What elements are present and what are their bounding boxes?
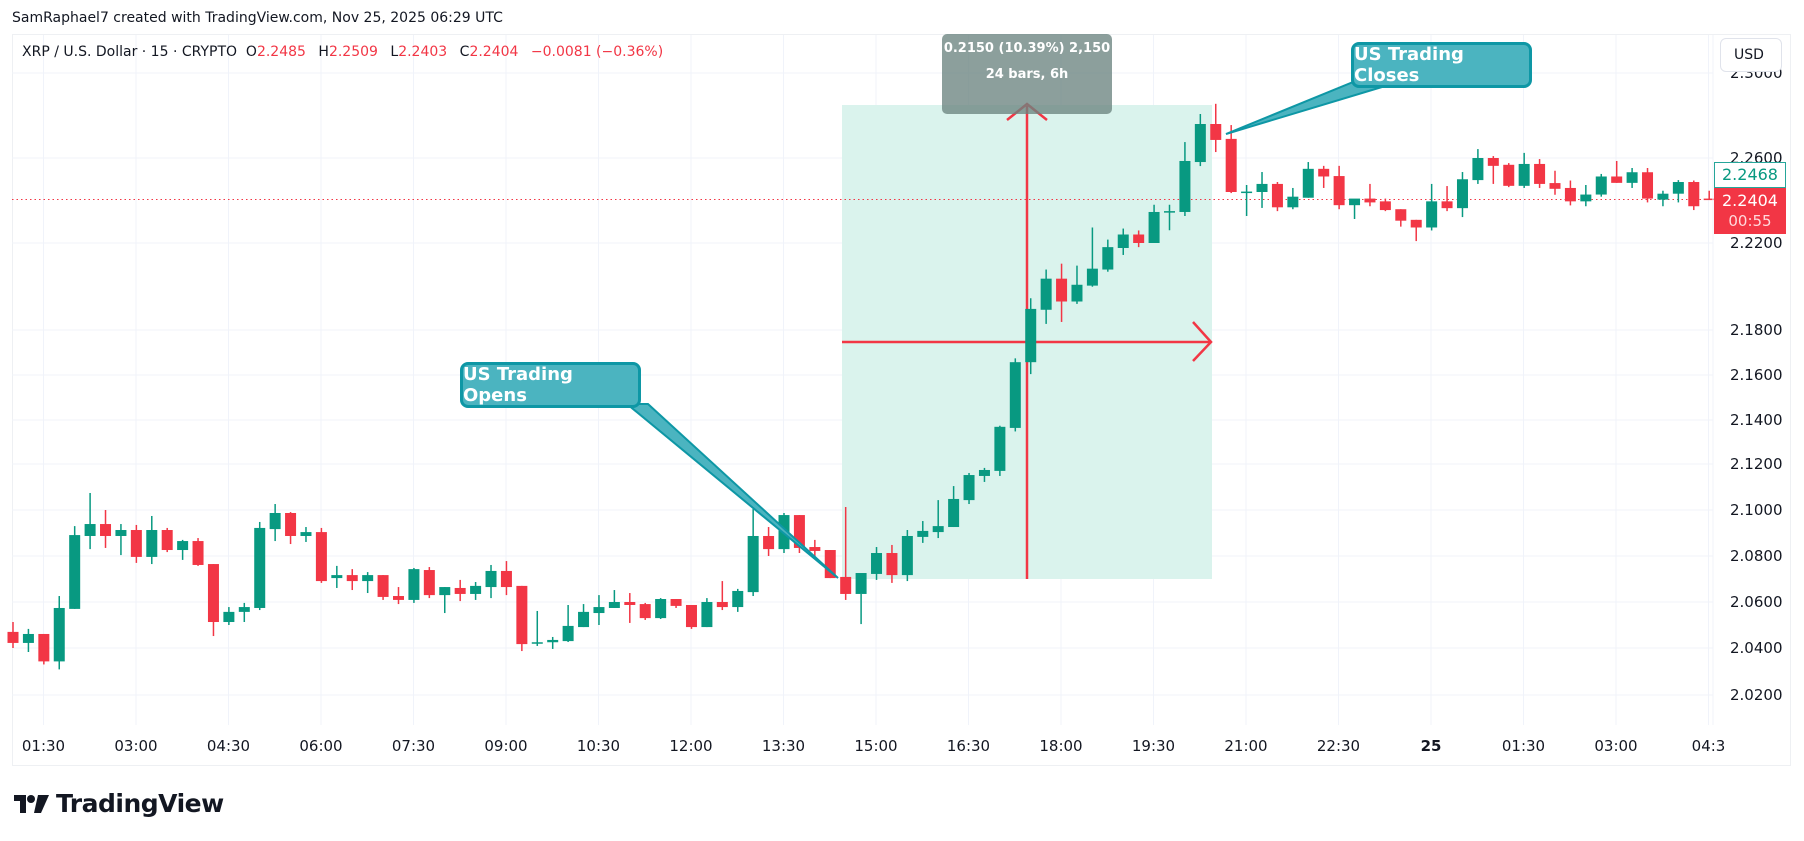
price-label: 2.2200 — [1730, 234, 1783, 252]
time-label: 13:30 — [762, 737, 805, 755]
close-label: C — [459, 44, 470, 60]
callout-close-text: US Trading Closes — [1354, 44, 1464, 86]
time-label: 21:00 — [1224, 737, 1267, 755]
price-label: 2.0800 — [1730, 547, 1783, 565]
callout-open-pointer — [624, 403, 839, 579]
symbol-legend: XRP / U.S. Dollar · 15 · CRYPTO O2.2485 … — [22, 44, 663, 60]
price-label: 2.1000 — [1730, 501, 1783, 519]
time-label: 19:30 — [1132, 737, 1175, 755]
time-label: 12:00 — [669, 737, 712, 755]
time-label: 03:00 — [114, 737, 157, 755]
callout-us-trading-opens[interactable]: US Trading Opens — [460, 362, 641, 408]
time-label: 25 — [1421, 737, 1442, 755]
high-value: 2.2509 — [328, 44, 378, 60]
measure-label: 0.2150 (10.39%) 2,150 24 bars, 6h — [942, 34, 1112, 114]
callout-us-trading-closes[interactable]: US Trading Closes — [1351, 42, 1532, 88]
time-label: 16:30 — [947, 737, 990, 755]
price-axis[interactable]: 2.30002.26002.22002.18002.16002.14002.12… — [1712, 35, 1783, 725]
time-label: 03:00 — [1594, 737, 1637, 755]
open-value: 2.2485 — [256, 44, 306, 60]
open-label: O — [245, 44, 257, 60]
price-tag-last: 2.2404 00:55 — [1714, 188, 1786, 234]
candles — [7, 103, 1715, 670]
price-label: 2.1200 — [1730, 455, 1783, 473]
time-label: 09:00 — [484, 737, 527, 755]
time-label: 15:00 — [854, 737, 897, 755]
chart-credit: SamRaphael7 created with TradingView.com… — [12, 10, 503, 26]
time-label: 04:3 — [1692, 737, 1726, 755]
measure-bars: 24 bars, 6h — [985, 67, 1069, 82]
time-label: 18:00 — [1039, 737, 1082, 755]
tradingview-logo-icon — [14, 794, 49, 813]
bar-countdown: 00:55 — [1728, 212, 1772, 230]
time-label: 01:30 — [22, 737, 65, 755]
price-label: 2.0200 — [1730, 686, 1783, 704]
close-value: 2.2404 — [469, 44, 519, 60]
price-label: 2.1800 — [1730, 321, 1783, 339]
price-tag-marker: 2.2468 — [1714, 162, 1786, 188]
chart-frame — [12, 34, 1791, 766]
symbol-title: XRP / U.S. Dollar · 15 · CRYPTO — [22, 44, 238, 60]
price-label: 2.0400 — [1730, 639, 1783, 657]
price-label: 2.1600 — [1730, 366, 1783, 384]
last-price-value: 2.2404 — [1722, 191, 1778, 210]
time-label: 06:00 — [299, 737, 342, 755]
time-label: 01:30 — [1502, 737, 1545, 755]
currency-button[interactable]: USD — [1720, 38, 1782, 72]
price-label: 2.0600 — [1730, 593, 1783, 611]
time-axis[interactable]: 01:30 03:00 04:30 06:00 07:30 09:00 10:30 12:00… — [22, 737, 1725, 755]
logo-text: TradingView — [56, 789, 224, 818]
tradingview-logo[interactable]: TradingView — [14, 789, 224, 818]
change-value: −0.0081 (−0.36%) — [530, 44, 664, 60]
price-label: 2.1400 — [1730, 411, 1783, 429]
measure-change: 0.2150 (10.39%) 2,150 — [943, 41, 1111, 56]
time-label: 04:30 — [207, 737, 250, 755]
time-label: 10:30 — [577, 737, 620, 755]
callout-open-text: US Trading Opens — [463, 364, 573, 406]
time-label: 22:30 — [1317, 737, 1360, 755]
low-value: 2.2403 — [398, 44, 448, 60]
low-label: L — [390, 44, 399, 60]
time-label: 07:30 — [392, 737, 435, 755]
high-label: H — [318, 44, 329, 60]
